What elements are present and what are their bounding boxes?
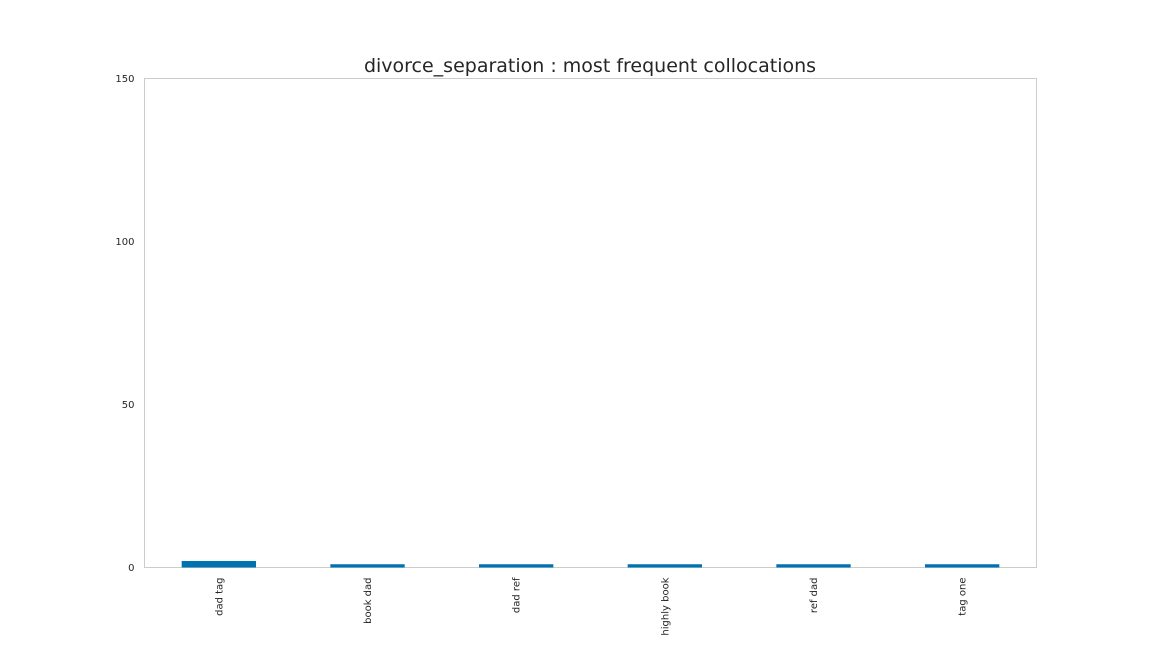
y-tick-label: 0 (128, 563, 134, 574)
y-tick-label: 100 (115, 237, 134, 248)
y-axis: 0 50 100 150 (115, 74, 134, 574)
bar (925, 564, 1000, 568)
bar (776, 564, 851, 568)
x-axis: dad tag book dad dad ref highly book ref dad… (214, 577, 968, 636)
x-tick-label: book dad (363, 578, 374, 624)
x-tick-label: ref dad (809, 578, 820, 614)
y-tick-label: 50 (122, 400, 135, 411)
bar (330, 564, 405, 568)
bar (181, 560, 256, 568)
x-tick-label: dad ref (512, 577, 523, 613)
x-tick-label: dad tag (214, 578, 225, 616)
bar (627, 564, 702, 568)
bars (181, 560, 1000, 568)
x-tick-label: tag one (958, 578, 969, 616)
chart-title: divorce_separation : most frequent collo… (364, 55, 816, 77)
plot-area (144, 78, 1037, 568)
bar (479, 564, 554, 568)
x-tick-label: highly book (660, 577, 671, 635)
y-tick-label: 150 (115, 74, 134, 85)
